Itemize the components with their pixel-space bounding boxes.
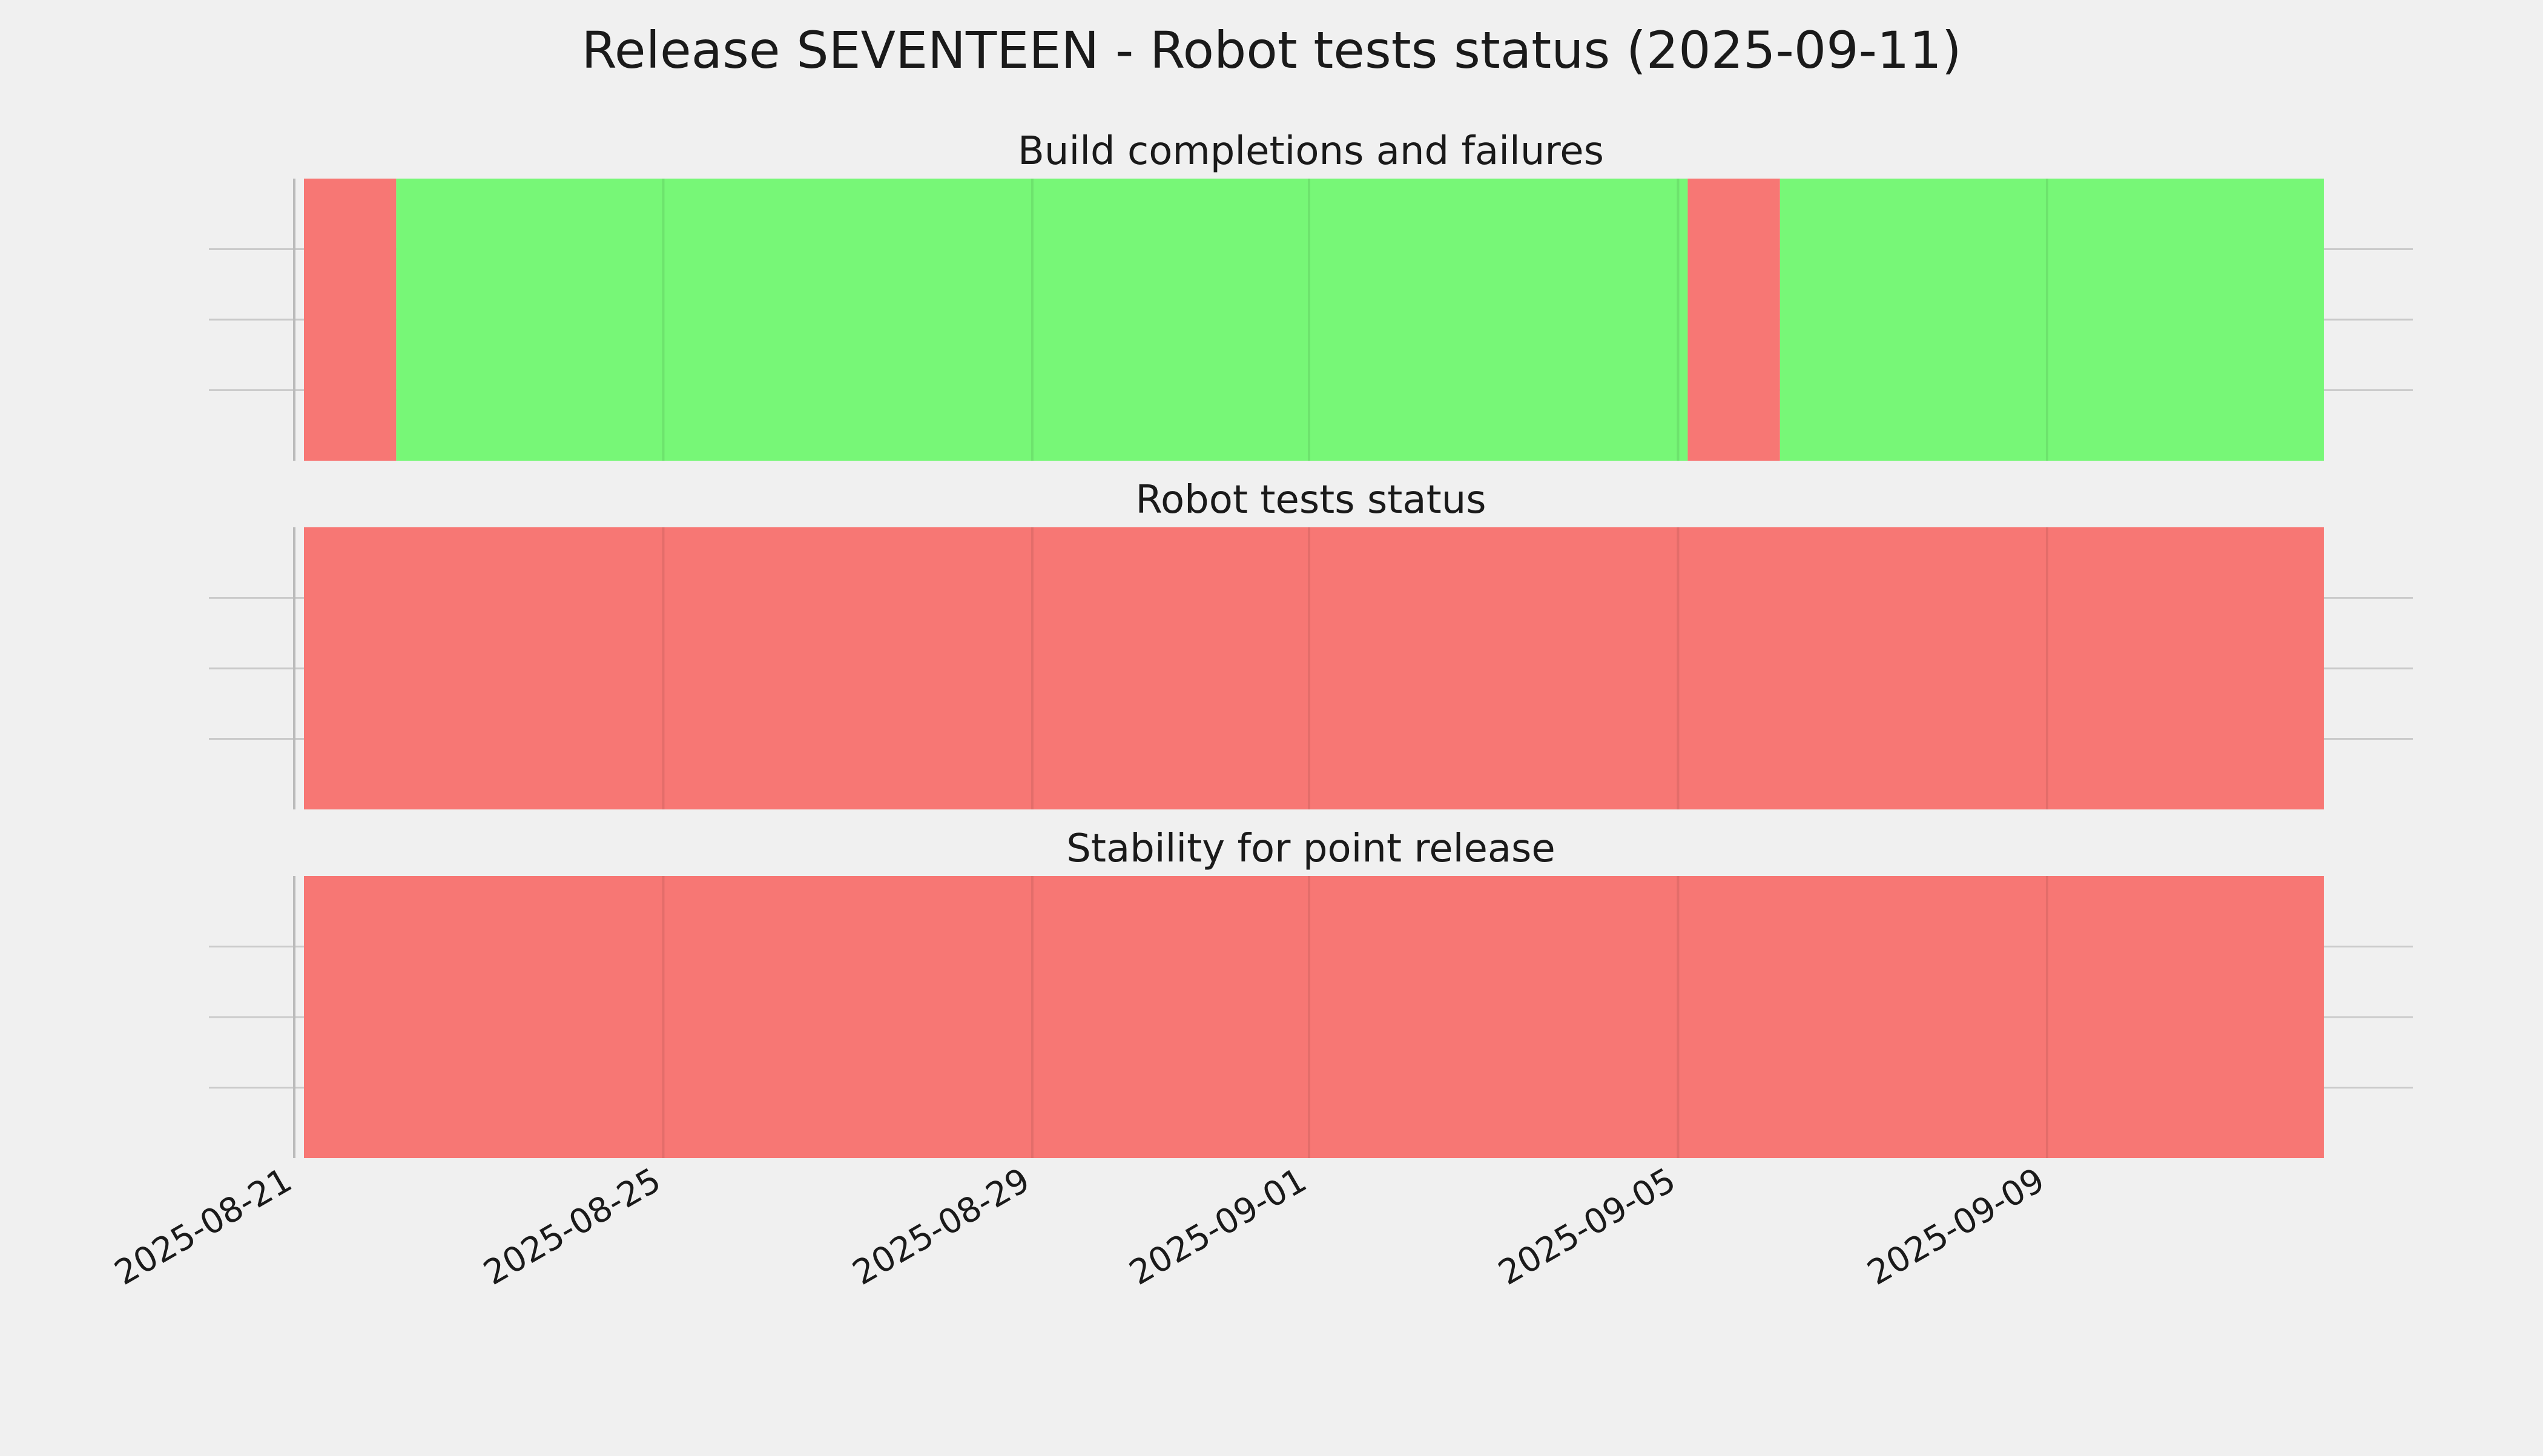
status-segment-fail: [304, 179, 397, 461]
chart-title: Release SEVENTEEN - Robot tests status (…: [581, 21, 1961, 80]
x-tick-label: 2025-08-25: [477, 1161, 667, 1293]
panel-title: Robot tests status: [1135, 478, 1486, 522]
x-tick-label: 2025-09-09: [1861, 1161, 2051, 1293]
x-tick-label: 2025-08-29: [846, 1161, 1037, 1293]
status-segment-fail: [1687, 179, 1780, 461]
x-tick-label: 2025-09-05: [1492, 1161, 1682, 1293]
status-segment-fail: [304, 876, 2324, 1158]
x-tick-label: 2025-08-21: [108, 1161, 298, 1293]
status-segment-pass: [1779, 179, 2324, 461]
status-segment-fail: [304, 527, 2324, 809]
panel-title: Build completions and failures: [1018, 129, 1604, 174]
panel-title: Stability for point release: [1066, 826, 1555, 871]
status-segment-pass: [396, 179, 1688, 461]
x-tick-label: 2025-09-01: [1123, 1161, 1313, 1293]
